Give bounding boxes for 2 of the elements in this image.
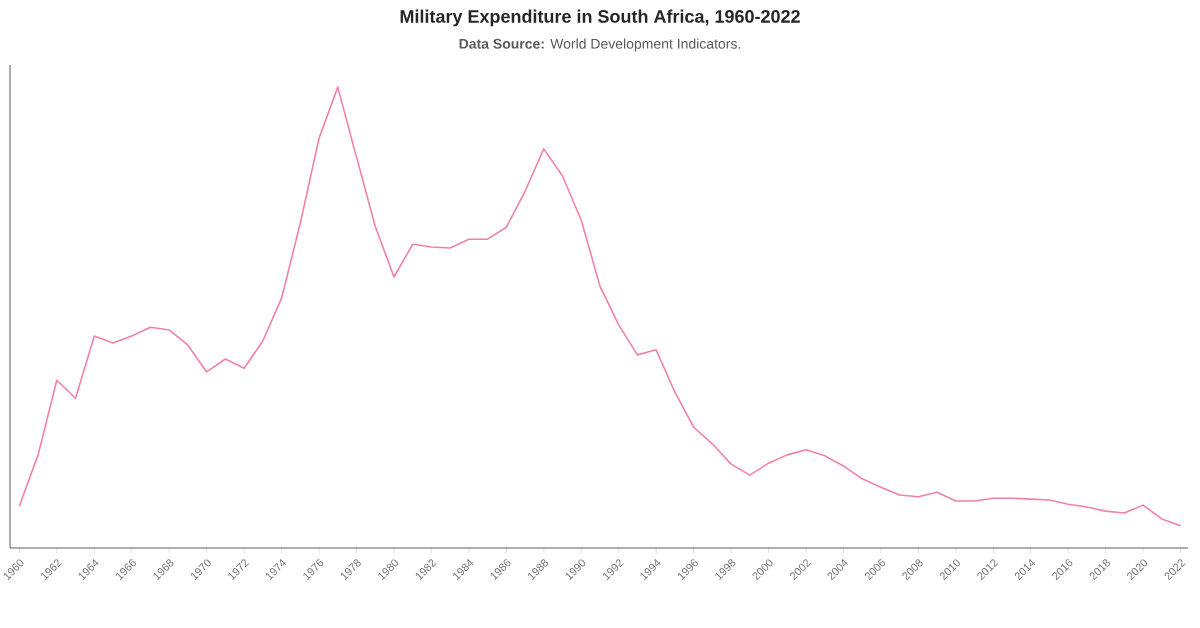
chart-subtitle: Data Source: World Development Indicators. — [459, 38, 741, 52]
chart-title: Military Expenditure in South Africa, 1960-2022 — [400, 9, 800, 27]
